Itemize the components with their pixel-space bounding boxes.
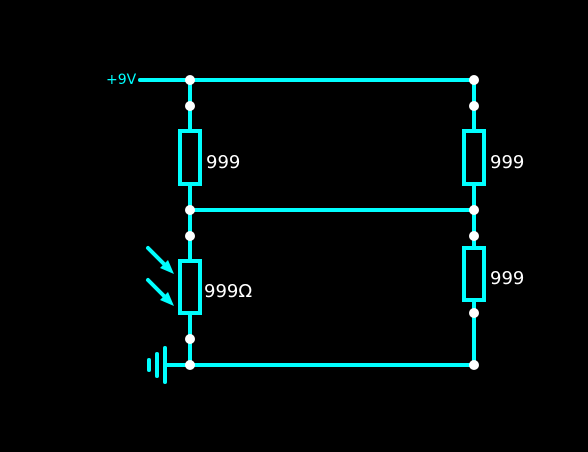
node-dot bbox=[185, 101, 195, 111]
node-dots bbox=[185, 75, 479, 370]
light-dependent-resistor: 999Ω bbox=[178, 259, 252, 315]
node-dot bbox=[469, 360, 479, 370]
node-dot bbox=[469, 231, 479, 241]
resistor-top-left: 999 bbox=[178, 129, 240, 186]
node-dot bbox=[185, 75, 195, 85]
ldr-label: 999Ω bbox=[204, 281, 252, 302]
incoming-light-arrows-icon bbox=[146, 246, 174, 306]
resistor-bottom-right-label: 999 bbox=[490, 268, 524, 289]
node-dot bbox=[469, 75, 479, 85]
node-dot bbox=[185, 334, 195, 344]
node-dot bbox=[185, 360, 195, 370]
node-dot bbox=[469, 205, 479, 215]
node-dot bbox=[469, 308, 479, 318]
ground-icon bbox=[147, 346, 167, 384]
resistor-bottom-right: 999 bbox=[462, 246, 524, 302]
node-dot bbox=[469, 101, 479, 111]
node-dot bbox=[185, 205, 195, 215]
resistor-top-right: 999 bbox=[462, 129, 524, 186]
resistor-top-left-label: 999 bbox=[206, 152, 240, 173]
supply-voltage-label: +9V bbox=[106, 72, 137, 88]
resistor-top-right-label: 999 bbox=[490, 152, 524, 173]
node-dot bbox=[185, 231, 195, 241]
